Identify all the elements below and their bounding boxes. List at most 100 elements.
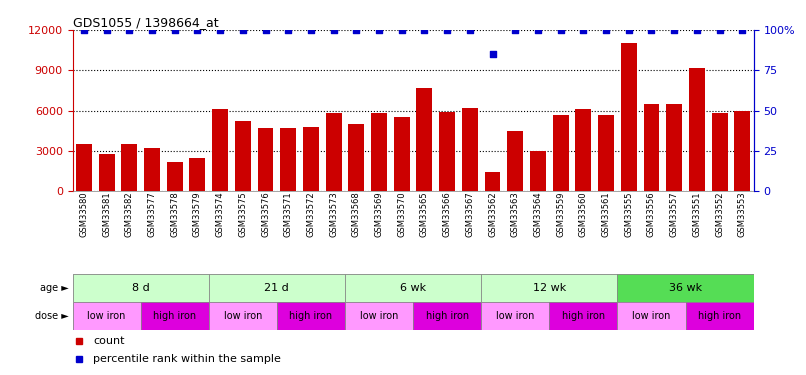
Point [486, 51, 499, 57]
Bar [122, 144, 137, 191]
Bar [417, 88, 432, 191]
Text: low iron: low iron [87, 311, 126, 321]
Bar [277, 302, 345, 330]
Text: GSM33572: GSM33572 [306, 191, 315, 237]
Text: GSM33557: GSM33557 [670, 191, 679, 237]
Text: low iron: low iron [632, 311, 671, 321]
Bar [140, 302, 209, 330]
Text: high iron: high iron [426, 311, 469, 321]
Bar [734, 111, 750, 191]
Text: count: count [93, 336, 124, 345]
Bar [712, 113, 728, 191]
Text: GSM33568: GSM33568 [352, 191, 361, 237]
Text: GSM33579: GSM33579 [193, 191, 202, 237]
Point [555, 27, 567, 33]
Point [350, 27, 363, 33]
Text: 21 d: 21 d [264, 283, 289, 293]
Bar [617, 274, 754, 302]
Point [146, 27, 159, 33]
Bar [258, 128, 273, 191]
Point [305, 27, 318, 33]
Point [191, 27, 204, 33]
Point [418, 27, 431, 33]
Bar [689, 68, 704, 191]
Text: GSM33565: GSM33565 [420, 191, 429, 237]
Point [236, 27, 249, 33]
Text: high iron: high iron [153, 311, 197, 321]
Point [577, 27, 590, 33]
Point [600, 27, 613, 33]
Bar [462, 108, 478, 191]
Text: high iron: high iron [698, 311, 742, 321]
Point [441, 27, 454, 33]
Text: 12 wk: 12 wk [533, 283, 566, 293]
Text: GSM33571: GSM33571 [284, 191, 293, 237]
Point [123, 27, 135, 33]
Text: GSM33556: GSM33556 [647, 191, 656, 237]
Point [531, 27, 544, 33]
Text: GSM33573: GSM33573 [329, 191, 338, 237]
Bar [209, 302, 277, 330]
Text: high iron: high iron [562, 311, 605, 321]
Bar [621, 44, 637, 191]
Text: GSM33566: GSM33566 [442, 191, 451, 237]
Text: GSM33575: GSM33575 [239, 191, 247, 237]
Bar [189, 158, 206, 191]
Bar [212, 109, 228, 191]
Bar [439, 112, 455, 191]
Point [214, 27, 226, 33]
Point [691, 27, 704, 33]
Bar [348, 124, 364, 191]
Text: dose ►: dose ► [35, 311, 69, 321]
Point [77, 27, 90, 33]
Text: GSM33553: GSM33553 [737, 191, 746, 237]
Bar [73, 274, 209, 302]
Point [259, 27, 272, 33]
Text: GSM33580: GSM33580 [80, 191, 89, 237]
Text: GSM33578: GSM33578 [170, 191, 179, 237]
Point [282, 27, 295, 33]
Text: GSM33569: GSM33569 [375, 191, 384, 237]
Point [463, 27, 476, 33]
Text: 6 wk: 6 wk [400, 283, 426, 293]
Bar [76, 144, 92, 191]
Bar [413, 302, 481, 330]
Bar [235, 122, 251, 191]
Text: GSM33551: GSM33551 [692, 191, 701, 237]
Text: high iron: high iron [289, 311, 333, 321]
Text: GSM33560: GSM33560 [579, 191, 588, 237]
Text: GSM33577: GSM33577 [147, 191, 156, 237]
Point [168, 27, 181, 33]
Text: GSM33559: GSM33559 [556, 191, 565, 237]
Bar [345, 274, 481, 302]
Text: GSM33567: GSM33567 [465, 191, 474, 237]
Text: GSM33552: GSM33552 [715, 191, 724, 237]
Bar [685, 302, 754, 330]
Point [713, 27, 726, 33]
Text: low iron: low iron [496, 311, 534, 321]
Bar [643, 104, 659, 191]
Text: GSM33562: GSM33562 [488, 191, 497, 237]
Bar [481, 302, 550, 330]
Bar [144, 148, 160, 191]
Bar [481, 274, 617, 302]
Text: GSM33561: GSM33561 [601, 191, 610, 237]
Text: 36 wk: 36 wk [669, 283, 702, 293]
Bar [326, 113, 342, 191]
Bar [667, 104, 682, 191]
Bar [598, 115, 614, 191]
Text: GSM33576: GSM33576 [261, 191, 270, 237]
Text: low iron: low iron [223, 311, 262, 321]
Bar [394, 117, 409, 191]
Text: GSM33555: GSM33555 [625, 191, 634, 237]
Bar [167, 162, 183, 191]
Text: GDS1055 / 1398664_at: GDS1055 / 1398664_at [73, 16, 218, 29]
Point [100, 27, 113, 33]
Bar [575, 109, 592, 191]
Bar [280, 128, 296, 191]
Bar [303, 127, 319, 191]
Text: low iron: low iron [359, 311, 398, 321]
Bar [73, 302, 140, 330]
Point [395, 27, 408, 33]
Text: GSM33582: GSM33582 [125, 191, 134, 237]
